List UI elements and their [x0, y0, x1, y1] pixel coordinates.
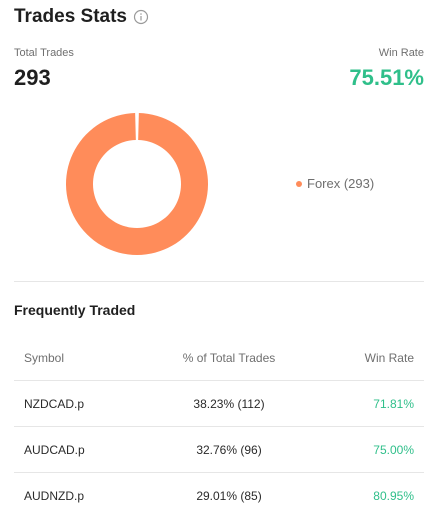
info-icon[interactable]	[133, 9, 149, 25]
donut-chart	[66, 113, 208, 256]
row-pct: 32.76% (96)	[196, 442, 262, 457]
table-row[interactable]: NZDCAD.p 38.23% (112) 71.81%	[14, 381, 424, 427]
row-symbol: NZDCAD.p	[24, 396, 85, 411]
row-symbol: AUDCAD.p	[24, 442, 85, 457]
legend-label-forex: Forex (293)	[307, 176, 375, 191]
row-pct: 29.01% (85)	[196, 489, 262, 503]
win-rate-label: Win Rate	[378, 47, 424, 59]
column-header-win-rate: Win Rate	[364, 351, 414, 365]
frequently-traded-title: Frequently Traded	[14, 302, 136, 318]
total-trades-value: 293	[14, 65, 51, 90]
win-rate-stat: Win Rate 75.51%	[349, 47, 424, 91]
row-symbol: AUDNZD.p	[24, 489, 85, 503]
row-win-rate: 71.81%	[373, 396, 414, 411]
donut-chart-svg	[66, 113, 208, 256]
column-header-pct: % of Total Trades	[182, 351, 276, 365]
row-win-rate: 80.95%	[373, 489, 414, 503]
row-pct: 38.23% (112)	[193, 396, 265, 411]
donut-slice-forex[interactable]	[66, 113, 208, 256]
column-header-symbol: Symbol	[24, 351, 65, 365]
chart-legend[interactable]: Forex (293)	[296, 176, 374, 191]
page-title: Trades Stats	[14, 6, 127, 27]
table-row[interactable]: AUDCAD.p 32.76% (96) 75.00%	[14, 427, 424, 473]
total-trades-label: Total Trades	[14, 47, 74, 59]
legend-dot-forex	[296, 180, 302, 187]
row-win-rate: 75.00%	[373, 442, 414, 457]
win-rate-value: 75.51%	[349, 65, 424, 90]
frequently-traded-table: Symbol % of Total Trades Win Rate NZDCAD…	[14, 336, 424, 519]
title-row: Trades Stats	[14, 6, 149, 28]
total-trades-stat: Total Trades 293	[14, 47, 74, 91]
table-header-row: Symbol % of Total Trades Win Rate	[14, 336, 424, 381]
section-divider	[14, 281, 424, 282]
table-row[interactable]: AUDNZD.p 29.01% (85) 80.95%	[14, 473, 424, 519]
